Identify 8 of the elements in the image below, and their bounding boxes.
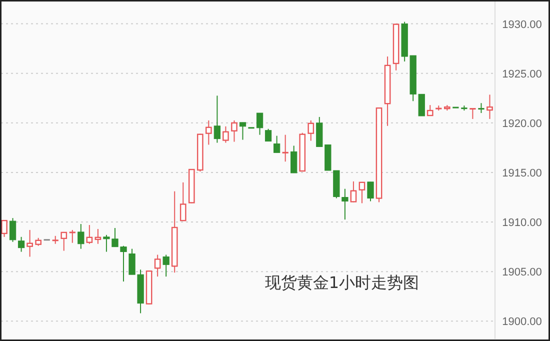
y-tick-label: 1900.00 xyxy=(502,316,542,328)
text: 现货黄金1小时走势图 xyxy=(264,273,420,292)
y-tick-label: 1930.00 xyxy=(502,18,542,31)
y-tick-label: 1905.00 xyxy=(502,266,542,279)
y-tick-label: 1920.00 xyxy=(502,118,542,130)
y-tick-label: 1915.00 xyxy=(502,167,542,180)
y-tick-label: 1910.00 xyxy=(502,217,542,230)
y-tick-label: 1925.00 xyxy=(502,68,542,80)
